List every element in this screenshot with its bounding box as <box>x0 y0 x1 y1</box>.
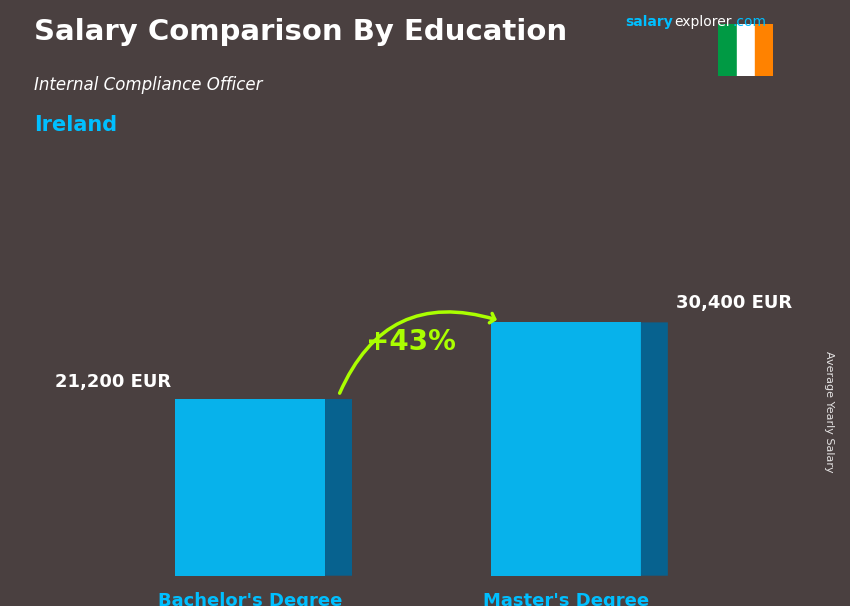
Text: +43%: +43% <box>366 328 456 356</box>
Text: salary: salary <box>625 15 672 29</box>
Polygon shape <box>175 399 325 576</box>
Text: Ireland: Ireland <box>34 115 117 135</box>
Text: 30,400 EUR: 30,400 EUR <box>676 295 792 313</box>
Polygon shape <box>641 322 668 576</box>
Polygon shape <box>325 399 352 576</box>
Text: 21,200 EUR: 21,200 EUR <box>55 373 172 391</box>
Text: .com: .com <box>733 15 767 29</box>
Text: Salary Comparison By Education: Salary Comparison By Education <box>34 18 567 46</box>
Bar <box>755 24 774 76</box>
Text: Internal Compliance Officer: Internal Compliance Officer <box>34 76 263 94</box>
Text: Average Yearly Salary: Average Yearly Salary <box>824 351 834 473</box>
Polygon shape <box>491 322 641 576</box>
Bar <box>718 24 737 76</box>
Text: explorer: explorer <box>674 15 732 29</box>
Bar <box>737 24 755 76</box>
